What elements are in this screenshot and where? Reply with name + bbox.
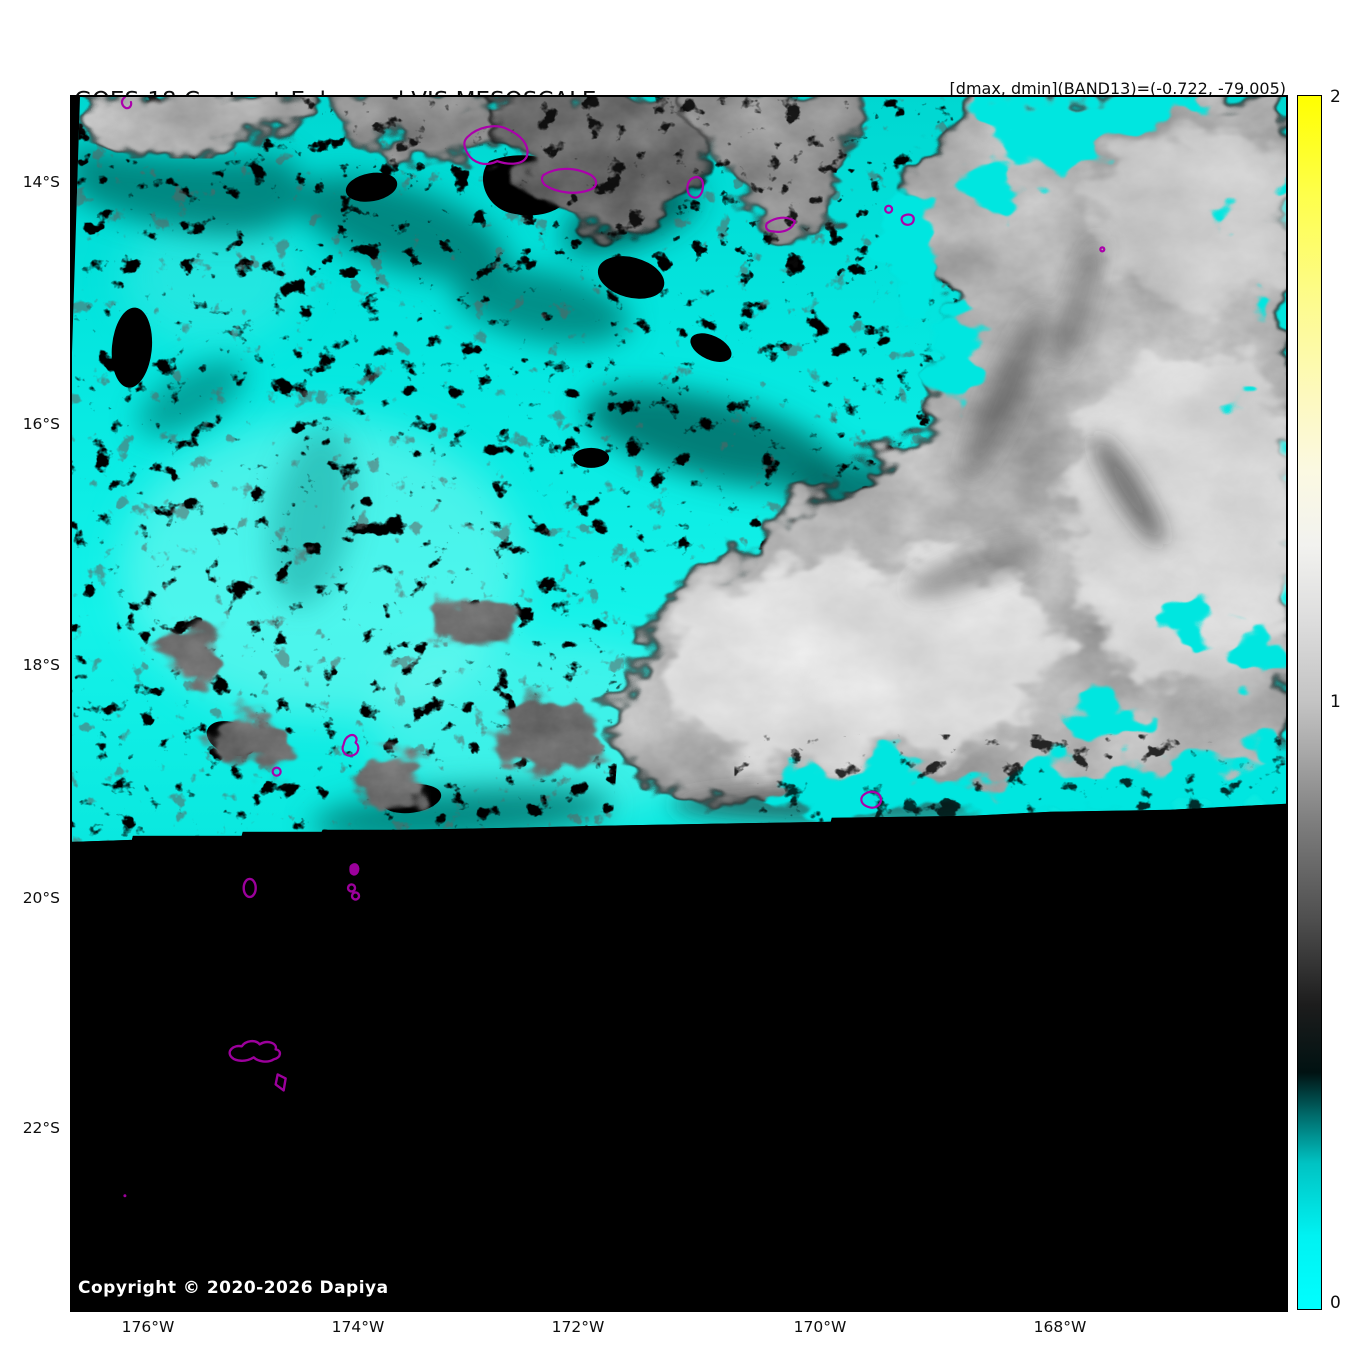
speckles-bottom-band [760,738,1286,819]
lat-tick-label: 18°S [22,656,60,674]
lon-tick-label: 176°W [121,1318,175,1336]
colorbar [1297,95,1322,1310]
lon-tick-label: 174°W [331,1318,385,1336]
satellite-data-region [72,97,1286,842]
lon-tick-label: 170°W [793,1318,847,1336]
coastline-contours [120,97,1106,809]
lat-tick-label: 16°S [22,415,60,433]
island-outlines [123,863,361,1198]
colorbar-tick-mid: 1 [1330,692,1341,712]
lat-tick-label: 22°S [22,1119,60,1137]
band-range-label: [dmax, dmin](BAND13)=(-0.722, -79.005) [949,79,1286,98]
cloud-masses [72,97,1286,823]
lat-tick-label: 14°S [22,173,60,191]
satellite-map-plot: Copyright © 2020-2026 Dapiya [70,95,1288,1312]
colorbar-tick-min: 0 [1330,1293,1341,1313]
lat-tick-label: 20°S [22,889,60,907]
colorbar-tick-max: 2 [1330,87,1341,107]
copyright-label: Copyright © 2020-2026 Dapiya [78,1278,389,1298]
lon-tick-label: 172°W [551,1318,605,1336]
lon-tick-label: 168°W [1033,1318,1087,1336]
data-swath-edge [72,803,1286,1310]
satellite-canvas [72,97,1286,1310]
speckles-top-band [321,97,851,278]
small-gray-blobs [165,601,600,812]
